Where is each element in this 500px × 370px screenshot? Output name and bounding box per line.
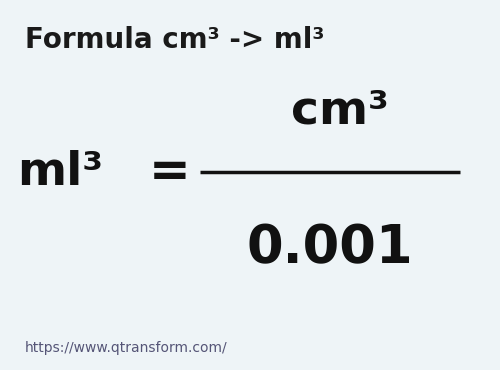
Text: ml³: ml³ <box>17 149 103 195</box>
Text: cm³: cm³ <box>291 88 389 134</box>
Text: =: = <box>149 148 191 196</box>
Text: Formula cm³ -> ml³: Formula cm³ -> ml³ <box>25 26 324 54</box>
Text: 0.001: 0.001 <box>246 222 414 274</box>
Text: https://www.qtransform.com/: https://www.qtransform.com/ <box>25 341 228 355</box>
